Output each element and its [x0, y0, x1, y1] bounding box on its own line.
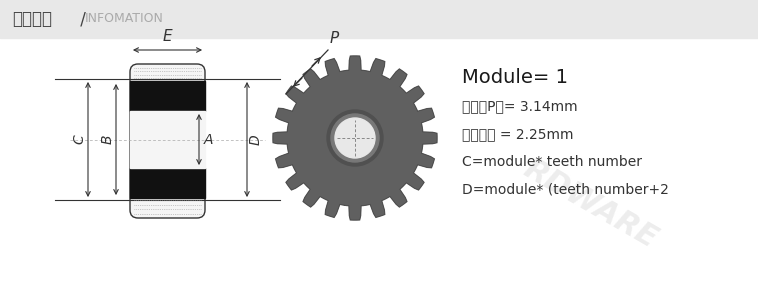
Bar [130, 81, 205, 111]
Text: C: C [72, 135, 86, 144]
Bar [0, 0, 758, 38]
FancyBboxPatch shape [130, 64, 205, 218]
Circle shape [327, 110, 383, 166]
Text: 齿轮齿深 = 2.25mm: 齿轮齿深 = 2.25mm [462, 127, 574, 141]
Text: Module= 1: Module= 1 [462, 68, 568, 87]
Polygon shape [273, 56, 437, 220]
Text: E: E [163, 29, 172, 44]
Text: C=module* teeth number: C=module* teeth number [462, 155, 642, 169]
Circle shape [335, 118, 375, 158]
Text: B: B [101, 135, 115, 144]
Bar [130, 111, 205, 168]
Circle shape [331, 114, 379, 162]
Text: P: P [330, 31, 340, 46]
Text: INFOMATION: INFOMATION [85, 13, 164, 25]
Text: /: / [75, 10, 91, 28]
Text: A: A [204, 132, 214, 146]
Text: D: D [249, 134, 263, 145]
Text: 齿距（P）= 3.14mm: 齿距（P）= 3.14mm [462, 99, 578, 113]
Text: D=module* (teeth number+2: D=module* (teeth number+2 [462, 183, 669, 197]
Bar [130, 168, 205, 198]
Text: 产品信息: 产品信息 [12, 10, 52, 28]
Text: RDWARE: RDWARE [518, 154, 662, 254]
